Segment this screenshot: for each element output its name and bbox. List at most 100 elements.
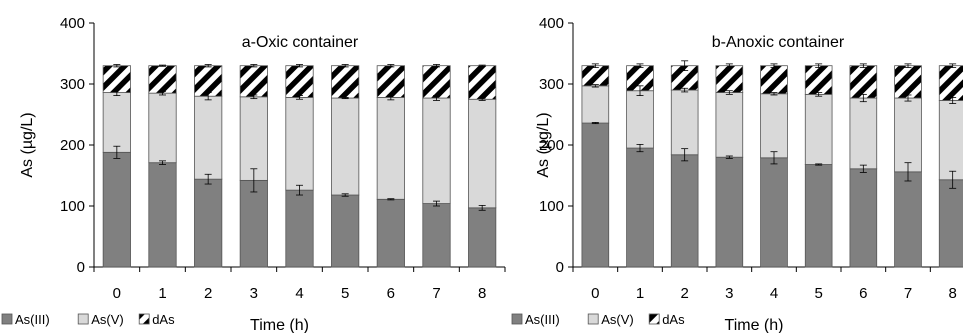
x-tick-label: 1 (158, 285, 166, 302)
legend-label-as5: As(V) (601, 312, 634, 327)
bar-as3 (715, 156, 744, 268)
bar-das (468, 65, 497, 100)
x-tick-label: 8 (478, 285, 486, 302)
legend-swatch-as5 (587, 313, 599, 325)
bar-as5 (376, 97, 405, 200)
chart-title: a-Oxic container (242, 34, 359, 51)
y-tick-label: 0 (556, 259, 564, 276)
y-tick-label: 200 (60, 137, 85, 154)
bar-as5 (468, 98, 497, 209)
x-tick-label: 5 (341, 285, 349, 302)
legend-swatch-das (138, 313, 150, 325)
bar-as3 (581, 122, 610, 268)
bar-das (804, 65, 833, 95)
bar-as5 (239, 96, 268, 181)
bar-das (376, 65, 405, 98)
bar-as5 (626, 90, 654, 149)
bar-das (760, 65, 788, 95)
bar-as3 (626, 147, 654, 268)
bar-das (331, 65, 360, 99)
bar-as3 (102, 151, 131, 268)
bar-as3 (468, 207, 497, 268)
bar-as5 (102, 92, 131, 153)
bar-das (285, 65, 314, 98)
bar-as3 (239, 179, 268, 268)
bar-das (194, 65, 223, 97)
bar-as3 (938, 179, 963, 268)
y-axis-label: As (µg/L) (535, 112, 552, 177)
legend-label-das: dAs (152, 312, 175, 327)
legend-swatch-as3 (511, 313, 523, 325)
legend-swatch-das (648, 313, 660, 325)
x-tick-label: 2 (204, 285, 212, 302)
x-tick-label: 2 (680, 285, 688, 302)
bar-as5 (331, 97, 360, 196)
bar-as5 (760, 93, 788, 159)
bar-das (422, 65, 451, 99)
bar-as5 (894, 97, 922, 173)
chart-panel-oxic: 0 100 200 300 400 0 1 2 3 4 5 6 7 8 a-Oxic container As… (1, 15, 506, 333)
bar-as5 (804, 93, 833, 165)
bar-as5 (938, 100, 963, 181)
legend-label-as3: As(III) (15, 312, 50, 327)
bar-as5 (849, 97, 878, 170)
legend-label-das: dAs (662, 312, 685, 327)
x-tick-label: 6 (859, 285, 867, 302)
y-tick-label: 0 (77, 259, 85, 276)
legend-swatch-as5 (77, 313, 89, 325)
x-tick-label: 0 (113, 285, 121, 302)
y-tick-label: 400 (60, 15, 85, 32)
x-tick-label: 5 (814, 285, 822, 302)
x-tick-label: 7 (432, 285, 440, 302)
x-tick-label: 3 (250, 285, 258, 302)
bar-as3 (331, 194, 360, 268)
y-tick-label: 100 (60, 198, 85, 215)
x-tick-label: 0 (591, 285, 599, 302)
bar-as5 (670, 89, 699, 156)
bar-as3 (804, 164, 833, 268)
bar-as3 (148, 162, 177, 268)
bar-das (102, 65, 131, 93)
bar-as3 (194, 178, 223, 268)
bar-as3 (422, 203, 451, 268)
bar-as5 (285, 97, 314, 191)
bar-das (581, 65, 610, 87)
bar-as5 (194, 95, 223, 180)
bar-as3 (849, 168, 878, 268)
bar-as5 (581, 85, 610, 124)
x-tick-label: 7 (904, 285, 912, 302)
x-tick-label: 6 (387, 285, 395, 302)
x-tick-label: 3 (725, 285, 733, 302)
bar-as5 (148, 92, 177, 164)
bar-as3 (894, 171, 922, 268)
bar-das (849, 65, 878, 99)
bar-das (715, 65, 744, 93)
bar-as3 (376, 198, 405, 268)
x-tick-label: 8 (948, 285, 956, 302)
y-tick-label: 300 (539, 76, 564, 93)
y-tick-label: 400 (539, 15, 564, 32)
bar-das (148, 65, 177, 94)
chart-panel-anoxic: 0 100 200 300 400 0 1 2 3 4 5 6 7 8 b-Anoxic container… (511, 15, 963, 333)
y-tick-label: 300 (60, 76, 85, 93)
bar-das (894, 65, 922, 99)
bar-das (239, 65, 268, 98)
bar-as3 (670, 154, 699, 268)
legend-label-as5: As(V) (91, 312, 124, 327)
bar-as3 (285, 189, 314, 268)
legend-label-as3: As(III) (525, 312, 560, 327)
y-axis-label: As (µg/L) (19, 112, 36, 177)
x-axis-label: Time (h) (250, 317, 309, 333)
x-axis-label: Time (h) (725, 317, 784, 333)
x-tick-label: 4 (295, 285, 303, 302)
chart-title: b-Anoxic container (712, 34, 845, 51)
x-tick-label: 4 (770, 285, 778, 302)
bar-as3 (760, 157, 788, 268)
legend-swatch-as3 (1, 313, 13, 325)
bar-as5 (422, 97, 451, 204)
bar-das (938, 65, 963, 101)
x-tick-label: 1 (636, 285, 644, 302)
y-tick-label: 100 (539, 198, 564, 215)
y-tick-label: 200 (539, 137, 564, 154)
